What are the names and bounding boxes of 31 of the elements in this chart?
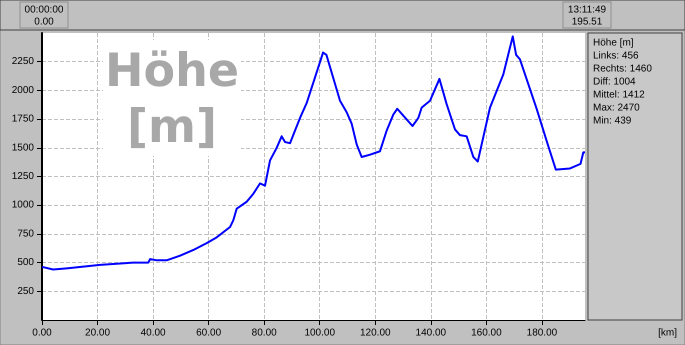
text: 00:00:00 0.00 (24, 4, 64, 28)
y-tick-label: 1500 (12, 142, 34, 154)
text: Höhe [m] (104, 43, 240, 153)
y-tick-label: 1250 (12, 171, 34, 182)
x-tick-label: 180.00 (526, 328, 558, 338)
x-tick-label: 80.00 (252, 328, 278, 338)
text: [km] (658, 328, 678, 338)
x-tick-label: 60.00 (196, 328, 222, 338)
x-tick-label: 140.00 (416, 328, 447, 338)
x-tick-label: 160.00 (471, 328, 502, 338)
y-tick-label: 1750 (12, 114, 34, 125)
text: Min: 439 (593, 116, 632, 126)
x-tick-label: 20.00 (85, 328, 110, 338)
text: Höhe [m] (593, 38, 634, 48)
y-tick-label: 1000 (12, 200, 34, 211)
text: 13:11:49 195.51 (568, 4, 607, 28)
line-series (41, 35, 586, 270)
y-tick-label: 250 (17, 286, 34, 297)
text: Mittel: 1412 (593, 90, 646, 100)
y-tick-label: 750 (17, 228, 34, 240)
text: Diff: 1004 (593, 76, 636, 88)
x-tick-label: 0.00 (32, 328, 52, 338)
text: Links: 456 (593, 50, 640, 62)
text: Rechts: 1460 (593, 64, 652, 74)
y-tick-label: 2000 (12, 84, 34, 96)
y-tick-label: 500 (17, 257, 34, 268)
x-tick-label: 120.00 (360, 328, 392, 338)
text: Max: 2470 (593, 102, 640, 114)
y-tick-label: 2250 (12, 56, 34, 68)
x-tick-label: 40.00 (140, 328, 166, 338)
x-tick-label: 100.00 (304, 328, 336, 338)
